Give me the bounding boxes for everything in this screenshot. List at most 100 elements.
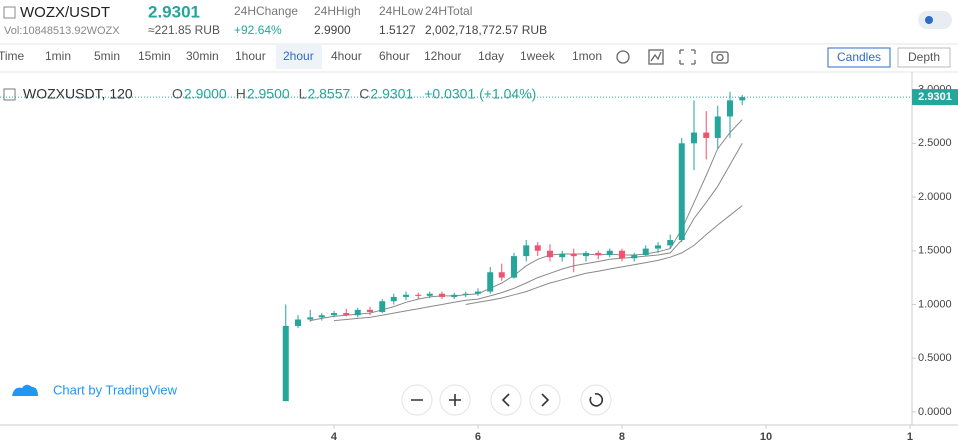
candle-body: [318, 315, 325, 318]
stat-value: +92.64%: [234, 23, 282, 37]
indicator-icon[interactable]: [648, 49, 664, 65]
branding[interactable]: Chart by TradingView: [53, 382, 178, 397]
toolbar-icons: [616, 49, 729, 65]
candle-body: [282, 325, 289, 402]
candle-body: [726, 100, 733, 117]
candle-body: [678, 143, 685, 241]
x-tick-label: 1: [907, 431, 913, 443]
reset[interactable]: [580, 384, 612, 416]
interval[interactable]: Time: [0, 49, 25, 63]
x-tick-label: 4: [331, 431, 338, 443]
active-interval-bg: [276, 45, 322, 69]
candle-body: [667, 240, 674, 246]
last-price-label: 2.9301: [918, 91, 952, 103]
axes: 0.00000.50001.00001.50002.00002.50003.00…: [331, 84, 958, 443]
price: 2.9301: [148, 2, 200, 21]
interval[interactable]: 6hour: [379, 49, 410, 63]
interval[interactable]: 1mon: [572, 49, 602, 63]
interval[interactable]: 12hour: [424, 49, 461, 63]
candle-body: [451, 294, 458, 297]
candle-body: [415, 294, 422, 296]
snapshot-lens: [716, 53, 724, 62]
depth-button[interactable]: [897, 47, 951, 68]
legend-symbol: WOZXUSDT, 120: [23, 86, 133, 102]
indicator-glyph: [650, 51, 662, 62]
interval[interactable]: 1day: [478, 49, 504, 63]
candle-body: [559, 253, 566, 258]
candle-body: [402, 294, 409, 297]
legend-toggle[interactable]: [3, 88, 16, 101]
y-tick-label: 0.5000: [918, 352, 952, 364]
candle-body: [379, 301, 386, 312]
candle-body: [438, 293, 445, 297]
candle-body: [690, 132, 697, 144]
candle-body: [366, 309, 373, 312]
candle-body: [343, 313, 350, 316]
x-tick-label: 6: [475, 431, 481, 443]
candle-body: [654, 245, 661, 249]
glyph: [411, 393, 604, 407]
y-tick-label: 1.5000: [918, 245, 952, 257]
legend-key: H: [236, 86, 246, 102]
stat-label: 24HTotal: [425, 4, 472, 18]
candle-body: [487, 272, 494, 292]
candle-body: [330, 313, 337, 316]
candle-body: [510, 256, 517, 278]
candle-body: [295, 319, 302, 326]
moving-average: [333, 143, 743, 322]
interval[interactable]: 1week: [520, 49, 556, 63]
legend-key: O: [172, 86, 183, 102]
candle-body: [595, 252, 602, 256]
y-tick-label: 1.0000: [918, 298, 952, 310]
interval[interactable]: 5min: [94, 49, 120, 63]
scroll-right[interactable]: [529, 384, 561, 416]
candle-body: [498, 272, 505, 278]
legend-value: 2.8557: [307, 86, 350, 102]
plot-area: [0, 91, 912, 402]
candle-body: [631, 255, 638, 259]
volume: Vol:10848513.92WOZX: [4, 25, 120, 37]
candle-body: [523, 245, 530, 257]
stat-value: 2,002,718,772.57 RUB: [425, 23, 547, 37]
x-tick-label: 8: [619, 431, 625, 443]
price-rub: ≈221.85 RUB: [148, 23, 220, 37]
fullscreen-icon[interactable]: [679, 49, 696, 65]
interval[interactable]: 4hour: [331, 49, 362, 63]
candle-body: [606, 250, 613, 256]
legend-key: L: [299, 86, 307, 102]
snapshot-icon[interactable]: [711, 51, 729, 64]
candle-body: [426, 293, 433, 296]
tradingview-logo: [12, 384, 38, 396]
y-tick-label: 0.0000: [918, 406, 952, 418]
candle-body: [354, 309, 361, 316]
legend-change: +0.0301 (+1.04%): [424, 86, 536, 102]
x-tick-label: 10: [760, 431, 772, 443]
y-tick-label: 2.5000: [918, 137, 952, 149]
interval[interactable]: 1hour: [235, 49, 266, 63]
legend-key: C: [359, 86, 369, 102]
interval[interactable]: 1min: [45, 49, 71, 63]
settings-icon[interactable]: [616, 50, 630, 64]
candle-body: [739, 97, 746, 101]
candle-body: [570, 253, 577, 257]
moving-average: [465, 205, 743, 305]
candle-body: [534, 245, 541, 251]
stat-label: 24HLow: [379, 4, 423, 18]
theme-toggle[interactable]: [918, 11, 952, 29]
interval[interactable]: 15min: [138, 49, 171, 63]
interval[interactable]: 2hour: [283, 49, 314, 63]
candle-body: [642, 248, 649, 256]
chart-controls: [401, 384, 612, 416]
edit-icon[interactable]: [3, 6, 16, 19]
candles-button[interactable]: [827, 47, 891, 68]
interval[interactable]: 30min: [186, 49, 219, 63]
y-tick-label: 2.0000: [918, 191, 952, 203]
theme-icon: [925, 16, 933, 24]
scroll-left[interactable]: [490, 384, 522, 416]
candle-body: [462, 293, 469, 295]
legend-value: 2.9500: [247, 86, 290, 102]
pair: WOZX/USDT: [20, 4, 110, 21]
moving-average: [310, 119, 743, 322]
stat-value: 1.5127: [379, 23, 416, 37]
